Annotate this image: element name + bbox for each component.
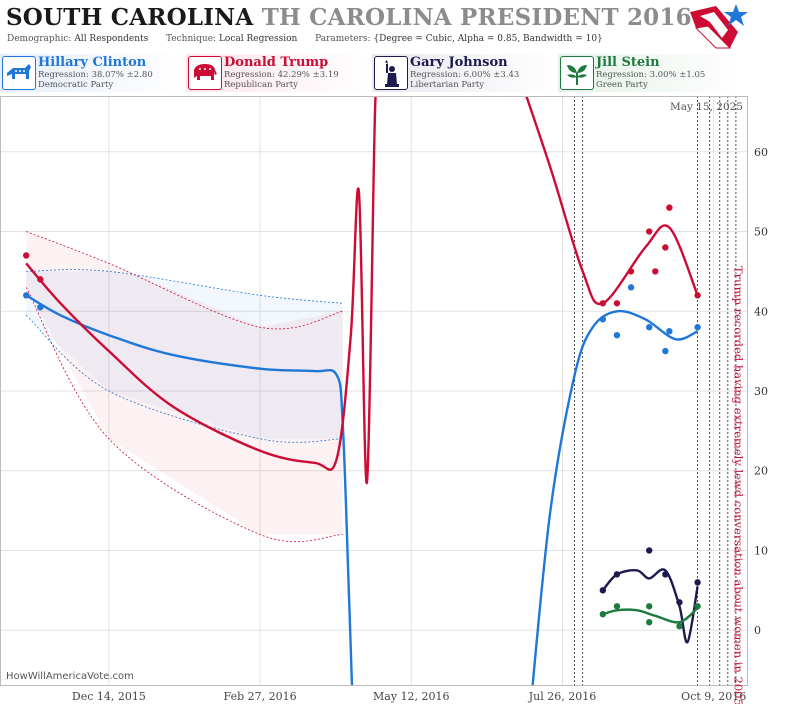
trend-line [25,96,377,484]
donkey-icon [2,56,36,90]
poll-point[interactable] [676,599,683,606]
technique-value: Local Regression [218,34,298,44]
chart-header: SOUTH CAROLINA TH CAROLINA PRESIDENT 201… [0,0,789,52]
title-rest: TH CAROLINA PRESIDENT 2016 [261,4,692,31]
trend-line [602,606,699,624]
poll-point[interactable] [627,284,635,291]
poll-point[interactable] [666,204,673,211]
poll-point[interactable] [694,603,701,610]
legend-item-johnson[interactable]: Gary Johnson Regression: 6.00% ±3.43 Lib… [372,54,557,92]
parameters-label: Parameters: [315,34,371,44]
elephant-icon [188,56,222,90]
plot-border [0,96,748,686]
demographic-label: Demographic: [7,34,72,44]
poll-point[interactable] [37,276,44,283]
poll-point[interactable] [23,292,30,299]
legend-item-trump[interactable]: Donald Trump Regression: 42.29% ±3.19 Re… [186,54,371,92]
candidate-name: Gary Johnson [410,55,508,70]
liberty-torch-icon [374,56,408,90]
candidate-party: Democratic Party [38,80,114,90]
y-tick-label: 0 [754,624,761,637]
date-stamp: May 15, 2025 [670,101,743,113]
poll-point[interactable] [662,347,669,355]
x-tick-label: Dec 14, 2015 [72,690,146,703]
technique-label: Technique: [166,34,217,44]
y-tick-label: 10 [754,544,768,557]
candidate-regression: Regression: 3.00% ±1.05 [596,70,706,80]
poll-point[interactable] [694,579,701,586]
demographic-value: All Respondents [74,34,149,44]
candidate-party: Libertarian Party [410,80,485,90]
poll-point[interactable] [613,603,621,610]
x-tick-label: Feb 27, 2016 [224,690,297,703]
poll-point[interactable] [676,623,683,630]
poll-point[interactable] [599,300,607,307]
poll-chart: 0 10 20 30 40 50 60 Dec 14, 2015 Feb 27, 2016 May… [0,96,768,704]
trend-line [25,294,354,686]
band-lower-line [25,287,343,542]
candidate-name: Jill Stein [596,55,660,70]
legend-item-stein[interactable]: Jill Stein Regression: 3.00% ±1.05 Green… [558,54,743,92]
chart-parameters: Demographic: All Respondents Technique: … [7,34,603,44]
candidate-legend: Hillary Clinton Regression: 38.07% ±2.80… [0,54,789,92]
y-tick-label: 20 [754,465,768,478]
trend-line [525,96,699,306]
poll-point[interactable] [613,571,621,578]
confidence-band [26,271,343,439]
poll-point[interactable] [646,228,653,235]
poll-point[interactable] [646,619,653,626]
grid [0,96,748,686]
event-annotation: Trump recorded having extremely lewd con… [732,266,746,704]
axes: 0 10 20 30 40 50 60 Dec 14, 2015 Feb 27, 2016 May… [0,96,768,703]
poll-point[interactable] [662,571,669,578]
candidate-regression: Regression: 6.00% ±3.43 [410,70,520,80]
title-state: SOUTH CAROLINA [6,4,254,31]
poll-point[interactable] [599,587,607,594]
candidate-regression: Regression: 42.29% ±3.19 [224,70,339,80]
y-tick-label: 50 [754,226,768,239]
band-lower-line [25,315,343,443]
chart-title: SOUTH CAROLINA TH CAROLINA PRESIDENT 201… [6,4,692,31]
y-tick-label: 40 [754,305,768,318]
parameters-value: {Degree = Cubic, Alpha = 0.85, Bandwidth… [373,34,603,44]
poll-point[interactable] [37,304,44,311]
poll-point[interactable] [23,252,30,259]
site-logo-icon [690,4,748,49]
poll-point[interactable] [599,611,607,618]
y-tick-label: 30 [754,385,768,398]
poll-point[interactable] [646,547,653,554]
candidate-party: Green Party [596,80,648,90]
poll-point[interactable] [613,331,621,339]
poll-point[interactable] [646,324,653,331]
poll-point[interactable] [652,268,659,275]
poll-point[interactable] [694,324,701,331]
candidate-name: Donald Trump [224,55,329,70]
poll-points [23,204,701,630]
candidate-regression: Regression: 38.07% ±2.80 [38,70,153,80]
leaf-icon [560,56,594,90]
confidence-band [26,231,343,535]
x-tick-label: May 12, 2016 [373,690,450,703]
candidate-name: Hillary Clinton [38,55,147,70]
candidate-party: Republican Party [224,80,298,90]
confidence-bands [25,231,343,542]
poll-point[interactable] [694,292,701,299]
band-upper-line [26,269,343,304]
site-credit: HowWillAmericaVote.com [6,671,134,682]
poll-point[interactable] [599,316,607,323]
y-tick-label: 60 [754,146,768,159]
trend-line [531,309,699,686]
x-tick-label: Oct 9, 2016 [681,690,746,703]
legend-item-clinton[interactable]: Hillary Clinton Regression: 38.07% ±2.80… [0,54,185,92]
poll-point[interactable] [613,300,621,307]
poll-point[interactable] [646,603,653,610]
poll-point[interactable] [662,244,669,251]
x-tick-label: Jul 26, 2016 [528,690,597,703]
poll-point[interactable] [627,268,635,275]
poll-point[interactable] [666,328,673,335]
